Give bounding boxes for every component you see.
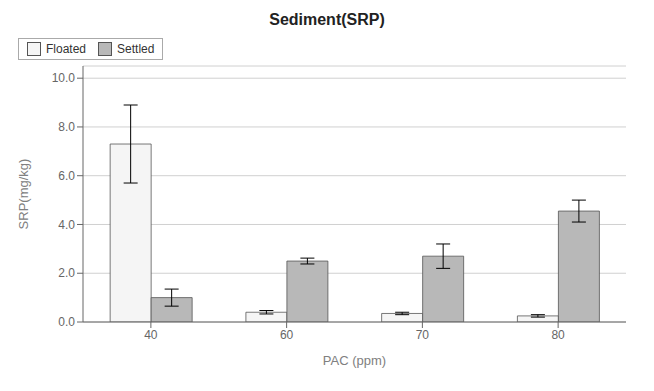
svg-text:60: 60 [280,328,294,342]
html-text:Settled: Settled [117,42,155,56]
svg-text:40: 40 [144,328,158,342]
svg-text:10.0: 10.0 [52,71,76,85]
html-text:Sediment(SRP): Sediment(SRP) [269,11,385,28]
svg-text:SRP(mg/kg): SRP(mg/kg) [16,159,31,230]
svg-text:4.0: 4.0 [58,218,75,232]
svg-text:80: 80 [551,328,565,342]
svg-text:2.0: 2.0 [58,266,75,280]
svg-text:8.0: 8.0 [58,120,75,134]
html-text:Floated: Floated [46,42,86,56]
svg-text:6.0: 6.0 [58,169,75,183]
svg-text:0.0: 0.0 [58,315,75,329]
svg-text:70: 70 [416,328,430,342]
svg-text:PAC (ppm): PAC (ppm) [323,353,386,368]
